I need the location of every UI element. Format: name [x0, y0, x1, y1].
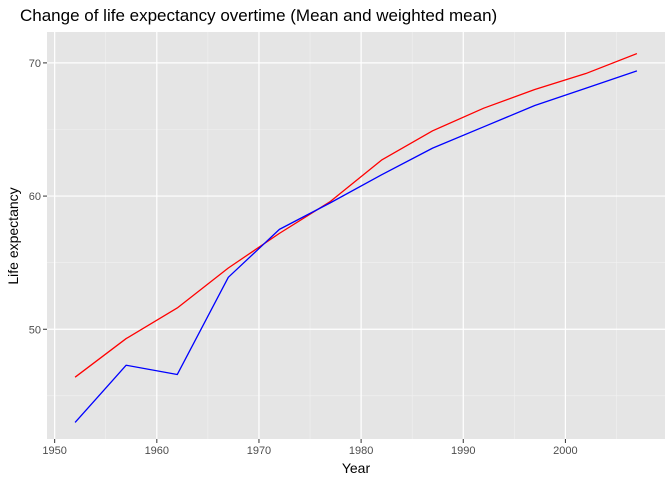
x-axis-label: Year	[342, 460, 371, 476]
x-tick-label: 1950	[42, 445, 66, 457]
axes: 1950 1960 1970 1980 1990 2000 50 60 70	[29, 58, 578, 457]
x-tick-label: 1960	[145, 445, 169, 457]
y-tick-label: 70	[29, 58, 41, 70]
series-line-1	[74, 52, 638, 378]
x-tick-label: 1980	[349, 445, 373, 457]
x-tick-label: 1990	[451, 445, 475, 457]
series-lines	[74, 52, 638, 423]
y-axis-label: Life expectancy	[5, 187, 21, 284]
chart-title: Change of life expectancy overtime (Mean…	[20, 6, 497, 25]
series-line-2	[74, 70, 638, 423]
x-tick-label: 1970	[247, 445, 271, 457]
y-tick-label: 50	[29, 324, 41, 336]
y-tick-label: 60	[29, 191, 41, 203]
x-tick-label: 2000	[553, 445, 577, 457]
plot-panel	[47, 32, 665, 439]
